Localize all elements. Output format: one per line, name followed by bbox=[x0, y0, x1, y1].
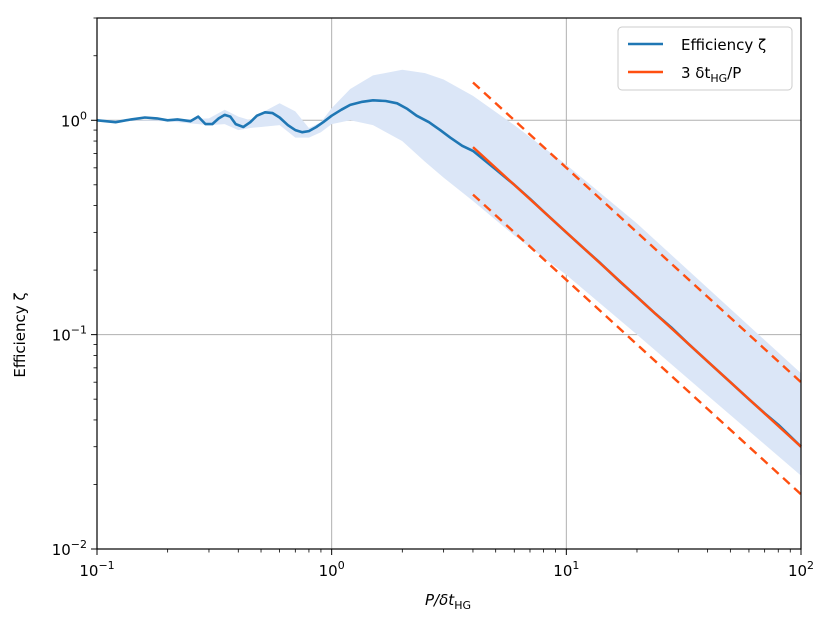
efficiency-band bbox=[97, 69, 801, 476]
x-tick-label: 102 bbox=[788, 559, 814, 580]
x-axis-label: P/δtHG bbox=[425, 591, 471, 612]
x-tick-label: 100 bbox=[319, 559, 345, 580]
series-layer bbox=[96, 81, 802, 496]
asymptote-line bbox=[472, 146, 802, 448]
band-layer bbox=[97, 69, 801, 476]
y-tick-label: 10−2 bbox=[52, 538, 87, 559]
y-axis-label: Efficiency ζ bbox=[11, 292, 29, 377]
plot-frame bbox=[96, 17, 802, 550]
x-tick-label: 10−1 bbox=[79, 559, 114, 580]
legend-label-asymptote: 3 δtHG/P bbox=[681, 64, 741, 85]
legend: Efficiency ζ 3 δtHG/P bbox=[617, 26, 793, 91]
x-tick-label: 101 bbox=[553, 559, 579, 580]
axes bbox=[96, 17, 802, 550]
legend-label-efficiency: Efficiency ζ bbox=[681, 36, 766, 54]
y-tick-label: 10−1 bbox=[52, 324, 87, 345]
y-tick-label: 100 bbox=[61, 109, 87, 130]
